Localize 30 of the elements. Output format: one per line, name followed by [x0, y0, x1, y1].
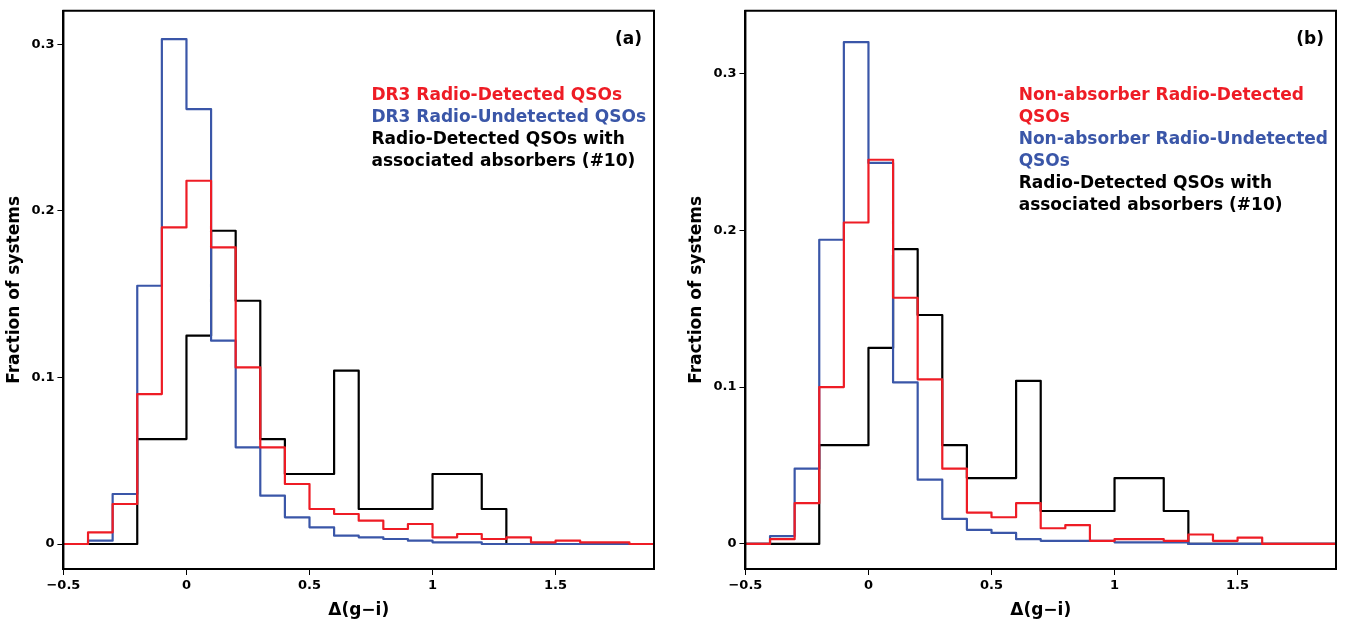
text: Non-absorber Radio-Detected QSOs: [1018, 83, 1305, 126]
y-tick-label: 0: [45, 535, 55, 551]
y-tick-label: 0.2: [31, 202, 55, 218]
x-tick-label: 1.5: [544, 577, 568, 593]
x-tick-label: 1: [428, 577, 438, 593]
text: Radio-Detected QSOs with associated absorbers (#10): [371, 127, 636, 170]
text: Radio-Detected QSOs with associated absorbers (#10): [1018, 171, 1283, 214]
text: DR3 Radio-Detected QSOs: [371, 83, 623, 104]
x-tick-label: 1: [1110, 577, 1120, 593]
annotation: (a): [614, 27, 642, 48]
text: Non-absorber Radio-Undetected QSOs: [1018, 127, 1329, 170]
y-tick-label: 0.3: [713, 64, 737, 80]
y-tick-label: 0: [727, 535, 737, 551]
x-tick-label: −0.5: [728, 577, 763, 593]
y-axis-title: Fraction of systems: [2, 195, 23, 384]
x-tick-label: −0.5: [46, 577, 81, 593]
annotation: (b): [1296, 27, 1324, 48]
y-tick-label: 0.1: [713, 378, 737, 394]
x-tick-label: 0.5: [297, 577, 322, 593]
x-tick-label: 0.5: [979, 577, 1004, 593]
x-axis-title: Δ(g−i): [1010, 599, 1072, 620]
y-axis-title: Fraction of systems: [684, 195, 705, 384]
text: DR3 Radio-Undetected QSOs: [371, 105, 646, 126]
x-tick-label: 0: [863, 577, 873, 593]
x-tick-label: 1.5: [1226, 577, 1250, 593]
y-tick-label: 0.2: [713, 221, 737, 237]
y-tick-label: 0.3: [31, 35, 55, 51]
y-tick-label: 0.1: [31, 368, 55, 384]
x-axis-title: Δ(g−i): [328, 599, 390, 620]
x-tick-label: 0: [181, 577, 191, 593]
